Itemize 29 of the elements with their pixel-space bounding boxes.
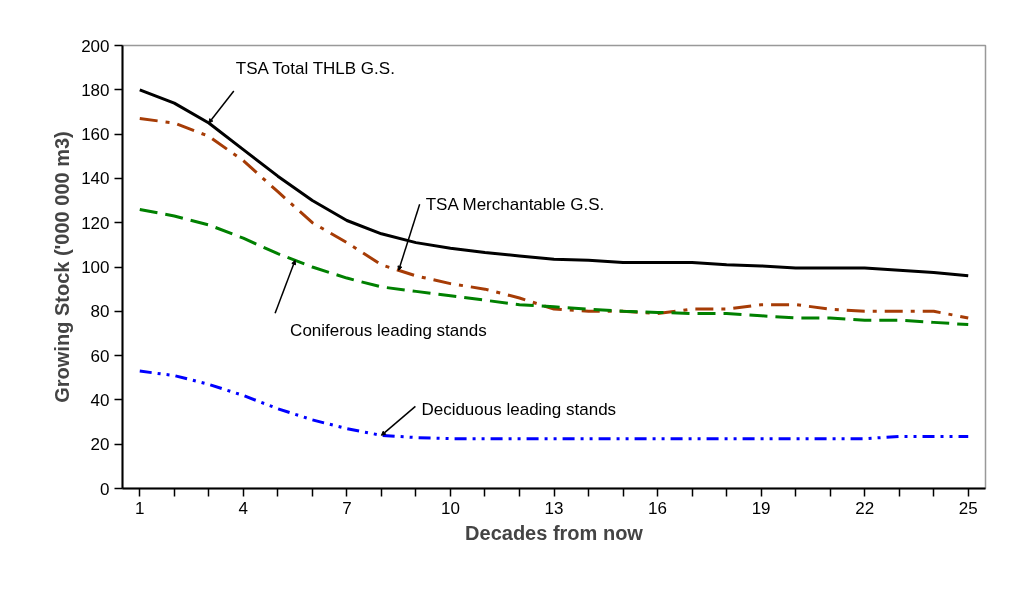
line-series: [138, 88, 970, 278]
x-tick-label: 13: [544, 498, 564, 518]
annotation: Deciduous leading stands: [421, 399, 617, 419]
y-tick-label: 140: [81, 169, 110, 189]
annotation: TSA Total THLB G.S.: [235, 58, 395, 78]
y-tick-label: 80: [90, 302, 110, 322]
y-tick-label: 160: [81, 125, 110, 145]
y-axis-title: Growing Stock ('000 000 m3): [51, 131, 74, 403]
x-tick-label: 7: [342, 498, 352, 518]
annotation: TSA Merchantable G.S.: [425, 194, 605, 214]
x-tick-label: 10: [440, 498, 460, 518]
y-tick-label: 40: [90, 390, 110, 410]
y-tick-label: 120: [81, 213, 110, 233]
x-tick-label: 1: [135, 498, 145, 518]
x-tick-label: 16: [648, 498, 668, 518]
annotation: Coniferous leading stands: [290, 320, 487, 340]
line-series: [138, 117, 970, 320]
y-tick-label: 180: [81, 80, 110, 100]
y-tick-label: 20: [90, 435, 110, 455]
y-tick-label: 60: [90, 346, 110, 366]
line-series: [138, 369, 970, 441]
x-tick-label: 19: [751, 498, 771, 518]
x-axis-title: Decades from now: [465, 521, 644, 544]
y-tick-label: 200: [81, 36, 110, 56]
x-tick-label: 4: [238, 498, 249, 518]
y-tick-label: 100: [81, 258, 110, 277]
y-tick-label: 0: [100, 479, 110, 499]
x-tick-label: 25: [958, 498, 978, 518]
x-tick-label: 22: [855, 498, 875, 518]
